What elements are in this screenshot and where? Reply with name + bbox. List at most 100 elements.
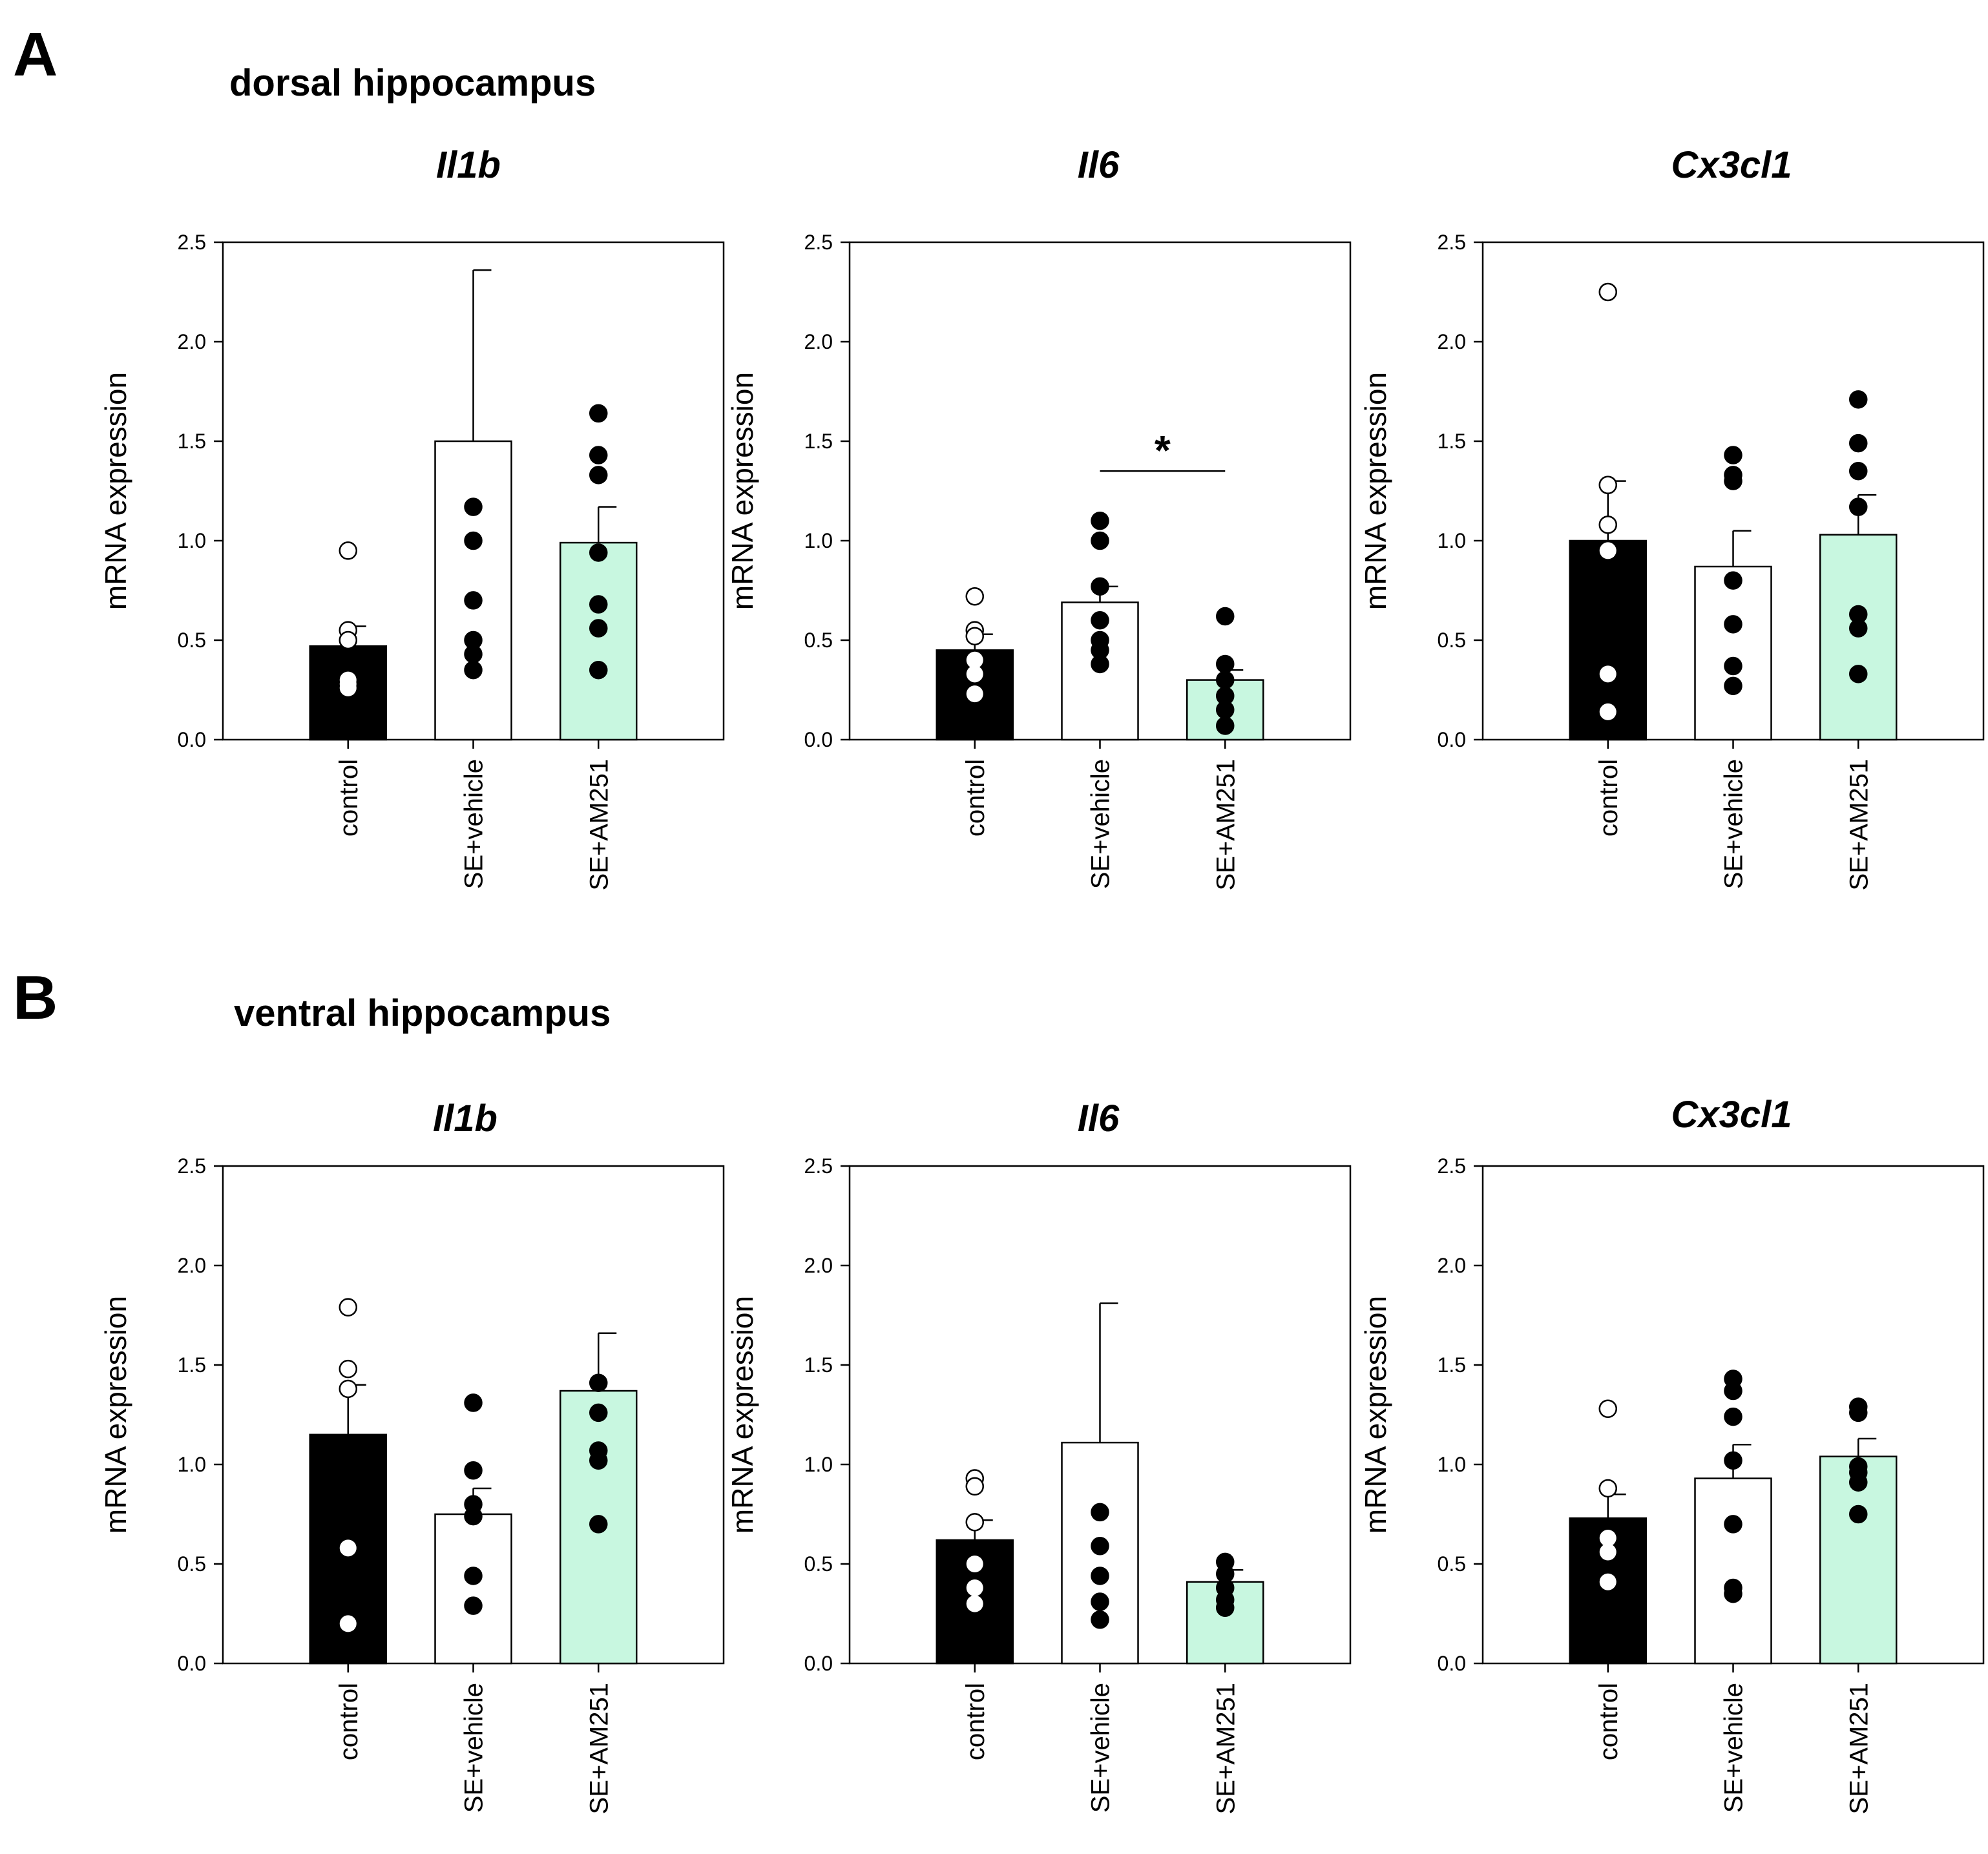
data-point xyxy=(1091,610,1109,630)
data-point xyxy=(965,627,984,646)
data-point xyxy=(1598,1479,1617,1498)
data-point xyxy=(1598,475,1617,495)
data-point xyxy=(1216,716,1235,735)
y-tick-label: 2.5 xyxy=(804,231,833,254)
bar-se-vehicle xyxy=(1694,565,1772,741)
y-axis-label: mRNA expression xyxy=(99,372,132,610)
data-point xyxy=(1849,619,1868,638)
data-point xyxy=(1724,656,1742,676)
data-point xyxy=(464,1567,483,1585)
y-tick-label: 0.0 xyxy=(178,728,206,751)
data-point xyxy=(1849,390,1868,409)
y-tick-label: 2.0 xyxy=(178,1254,206,1277)
data-point xyxy=(1849,1403,1868,1422)
y-tick-label: 1.5 xyxy=(178,430,206,453)
data-point xyxy=(966,665,983,683)
y-tick-label: 1.0 xyxy=(178,1453,206,1476)
y-tick-label: 0.5 xyxy=(178,629,206,652)
data-point xyxy=(1724,615,1742,634)
data-point xyxy=(1724,1515,1742,1534)
data-point xyxy=(1849,665,1868,683)
y-tick-label: 0.5 xyxy=(804,629,833,652)
y-axis-label: mRNA expression xyxy=(99,1296,132,1534)
y-tick-label: 2.5 xyxy=(1438,231,1466,254)
x-tick-label: SE+vehicle xyxy=(1087,759,1115,889)
bar-se-vehicle xyxy=(1694,1477,1772,1665)
data-point xyxy=(1216,1598,1235,1618)
x-tick-label: SE+vehicle xyxy=(460,759,488,889)
y-tick-label: 2.0 xyxy=(1438,330,1466,353)
x-tick-label: SE+vehicle xyxy=(460,1683,488,1813)
data-point xyxy=(1091,531,1109,550)
data-point xyxy=(339,679,357,696)
y-tick-label: 1.0 xyxy=(804,529,833,552)
y-tick-label: 1.5 xyxy=(1438,430,1466,453)
data-point xyxy=(1216,654,1235,674)
y-tick-label: 2.0 xyxy=(178,330,206,353)
x-tick-label: control xyxy=(961,1683,990,1760)
data-point xyxy=(1091,1592,1109,1611)
data-point xyxy=(1598,282,1617,302)
x-tick-label: SE+AM251 xyxy=(1211,1683,1240,1814)
y-tick-label: 1.0 xyxy=(178,529,206,552)
data-point xyxy=(965,587,984,606)
y-tick-label: 0.0 xyxy=(1438,728,1466,751)
data-point xyxy=(1216,700,1235,720)
data-point xyxy=(1091,1503,1109,1522)
data-point xyxy=(1724,1451,1742,1470)
data-point xyxy=(464,645,483,663)
chart-ventral-il6: 0.0 0.5 1.0 1.5 2.0 2.5 mRNA expression control… xyxy=(726,1154,1352,1814)
data-point xyxy=(589,1403,608,1422)
data-point xyxy=(966,1595,983,1612)
chart-ventral-il1b: 0.0 0.5 1.0 1.5 2.0 2.5 mRNA expression control… xyxy=(99,1154,725,1814)
data-point xyxy=(1091,1567,1109,1585)
y-axis-label: mRNA expression xyxy=(726,372,759,610)
data-point xyxy=(589,619,608,638)
data-point xyxy=(339,1539,357,1557)
data-point xyxy=(339,1359,357,1379)
significance-star: * xyxy=(1155,427,1171,474)
y-tick-label: 1.5 xyxy=(1438,1353,1466,1377)
data-point xyxy=(966,685,983,703)
y-tick-label: 0.0 xyxy=(804,728,833,751)
chart-title-ventral-cx3cl1: Cx3cl1 xyxy=(1671,1094,1792,1136)
y-tick-label: 2.0 xyxy=(1438,1254,1466,1277)
chart-dorsal-il1b: 0.0 0.5 1.0 1.5 2.0 2.5 mRNA expression control… xyxy=(99,231,725,890)
x-tick-label: SE+AM251 xyxy=(585,1683,613,1814)
y-tick-label: 1.0 xyxy=(1438,529,1466,552)
data-point xyxy=(589,595,608,614)
x-tick-label: control xyxy=(335,1683,363,1760)
y-tick-label: 0.0 xyxy=(1438,1652,1466,1675)
data-point xyxy=(1091,1610,1109,1629)
data-point xyxy=(589,404,608,423)
y-tick-label: 2.5 xyxy=(178,231,206,254)
x-tick-label: control xyxy=(1595,759,1623,837)
data-point xyxy=(966,1556,983,1572)
data-point xyxy=(339,1379,357,1399)
data-point xyxy=(1724,446,1742,464)
y-tick-label: 1.5 xyxy=(804,430,833,453)
y-tick-label: 1.0 xyxy=(804,1453,833,1476)
data-point xyxy=(1599,703,1617,720)
data-point xyxy=(464,1461,483,1480)
data-point xyxy=(589,660,608,680)
panel-heading-dorsal: dorsal hippocampus xyxy=(229,62,596,104)
x-tick-label: SE+vehicle xyxy=(1087,1683,1115,1813)
y-tick-label: 0.0 xyxy=(804,1652,833,1675)
data-point xyxy=(1724,571,1742,590)
bar-se-vehicle xyxy=(434,440,512,741)
y-tick-label: 0.5 xyxy=(1438,1552,1466,1576)
y-axis-label: mRNA expression xyxy=(726,1296,759,1534)
data-point xyxy=(1091,511,1109,530)
y-tick-label: 2.5 xyxy=(804,1154,833,1178)
y-tick-label: 0.5 xyxy=(1438,629,1466,652)
y-tick-label: 0.0 xyxy=(178,1652,206,1675)
chart-title-dorsal-il1b: Il1b xyxy=(436,144,501,186)
data-point xyxy=(1216,671,1235,689)
y-tick-label: 2.5 xyxy=(1438,1154,1466,1178)
x-tick-label: SE+vehicle xyxy=(1720,1683,1748,1813)
data-point xyxy=(1724,472,1742,490)
chart-title-dorsal-cx3cl1: Cx3cl1 xyxy=(1671,144,1792,186)
chart-title-dorsal-il6: Il6 xyxy=(1077,144,1120,186)
y-axis-label: mRNA expression xyxy=(1359,372,1392,610)
